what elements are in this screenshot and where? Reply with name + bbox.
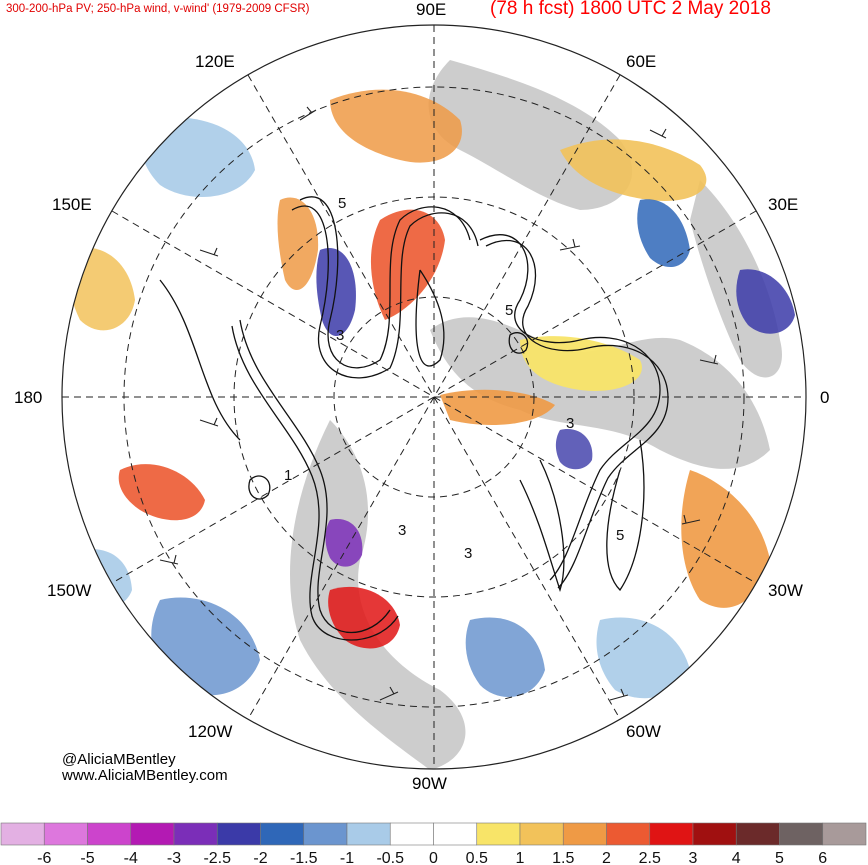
lon-label-0: 0 [820, 388, 830, 407]
author-credits: @AliciaMBentley www.AliciaMBentley.com [62, 752, 228, 784]
colorbar-tick-label: 1 [516, 850, 525, 865]
colorbar-tick-label: -3 [167, 850, 181, 865]
colorbar-tick-label: 3 [689, 850, 698, 865]
lon-label-120w: 120W [188, 722, 233, 741]
lon-label-30e: 30E [768, 195, 799, 214]
colorbar-tick-label: -1.5 [290, 850, 318, 865]
map-boundary [61, 24, 807, 770]
colorbar-tick-label: -6 [37, 850, 51, 865]
colorbar-box [130, 822, 175, 846]
colorbar-box [606, 822, 651, 846]
graticule [62, 25, 806, 769]
colorbar-box [389, 822, 434, 846]
contour-label: 3 [464, 545, 472, 562]
colorbar-tick-label: -0.5 [376, 850, 404, 865]
lon-label-150w: 150W [47, 581, 92, 600]
lon-label-90w: 90W [412, 774, 447, 793]
colorbar-box [173, 822, 218, 846]
colorbar-box [87, 822, 132, 846]
contour-label: 3 [398, 522, 406, 539]
colorbar-box [822, 822, 867, 846]
contour-labels: 5 3 5 3 3 3 1 5 [284, 195, 624, 562]
colorbar-ticks: -6 -5 -4 -3 -2.5 -2 -1.5 -1 -0.5 0 0.5 1 1.5 2 2.5 3 4 5 6 [37, 850, 827, 865]
colorbar-tick-label: 0.5 [466, 850, 488, 865]
lon-label-30w: 30W [768, 581, 803, 600]
author-website: www.AliciaMBentley.com [62, 767, 228, 784]
colorbar-tick-label: 1.5 [552, 850, 574, 865]
colorbar-tick-label: -2.5 [203, 850, 231, 865]
colorbar-box [346, 822, 391, 846]
colorbar-tick-label: 6 [818, 850, 827, 865]
colorbar-tick-label: 2 [602, 850, 611, 865]
lon-label-120e: 120E [195, 52, 235, 71]
pv-shading [68, 89, 795, 699]
lon-label-180: 180 [14, 388, 43, 407]
map-title: 300-200-hPa PV; 250-hPa wind, v-wind' (1… [6, 3, 310, 15]
colorbar-tick-label: 0 [429, 850, 438, 865]
colorbar-box [433, 822, 478, 846]
colorbar-box [735, 822, 780, 846]
author-handle: @AliciaMBentley [62, 751, 176, 768]
lon-label-60w: 60W [626, 722, 661, 741]
colorbar-boxes [0, 822, 867, 846]
colorbar-tick-label: -2 [253, 850, 267, 865]
colorbar-box [692, 822, 737, 846]
colorbar-box [216, 822, 261, 846]
contour-label: 3 [566, 415, 574, 432]
wind-barbs [119, 106, 719, 701]
colorbar-box [519, 822, 564, 846]
contour-label: 3 [336, 327, 344, 344]
contour-label: 5 [505, 302, 513, 319]
colorbar-box [303, 822, 348, 846]
colorbar-box [43, 822, 88, 846]
colorbar-box [779, 822, 824, 846]
colorbar-tick-label: 2.5 [639, 850, 661, 865]
contour-label: 1 [284, 467, 292, 484]
colorbar-tick-label: 5 [775, 850, 784, 865]
pv-anomaly-colorbar: -6 -5 -4 -3 -2.5 -2 -1.5 -1 -0.5 0 0.5 1 1.5 2 2.5 3 4 5 6 [0, 822, 867, 865]
colorbar-box [649, 822, 694, 846]
lon-label-60e: 60E [626, 52, 657, 71]
polar-stereographic-map: 5 3 5 3 3 3 1 5 [61, 24, 807, 770]
colorbar-tick-label: -4 [124, 850, 138, 865]
colorbar-box [0, 822, 45, 846]
colorbar-box [562, 822, 607, 846]
pv-contours [159, 196, 669, 641]
colorbar-box [476, 822, 521, 846]
colorbar-tick-label: -5 [80, 850, 94, 865]
colorbar-tick-label: 4 [732, 850, 741, 865]
colorbar-tick-label: -1 [340, 850, 354, 865]
lon-label-150e: 150E [52, 195, 92, 214]
lon-label-90e: 90E [416, 0, 447, 19]
colorbar-box [260, 822, 305, 846]
contour-label: 5 [616, 527, 624, 544]
forecast-time: (78 h fcst) 1800 UTC 2 May 2018 [490, 0, 771, 19]
contour-label: 5 [338, 195, 346, 212]
